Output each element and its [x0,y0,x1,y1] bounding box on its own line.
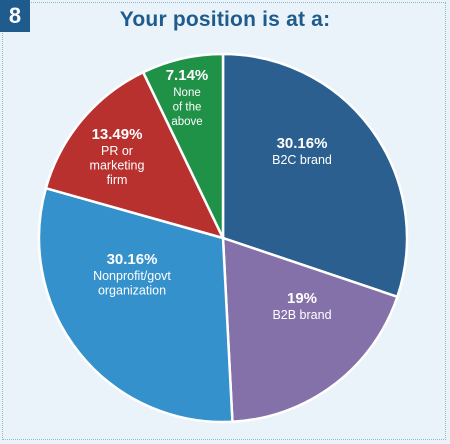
slice-category-3: organization [98,284,166,298]
slice-category-4: marketing [90,159,145,173]
pie-slice-2 [221,236,399,424]
slice-percent-2: 19% [287,290,317,307]
pie-slice-1 [221,52,409,299]
slice-label-3: 30.16% Nonprofit/govt organization [93,251,171,298]
slice-percent-4: 13.49% [92,126,143,143]
slice-category-5: of the [173,102,202,114]
chart-frame [2,2,446,440]
slice-category-2: B2B brand [272,308,331,322]
slice-category-1: B2C brand [272,153,332,167]
figure-number-badge: 8 [0,0,30,32]
pie-slice-3 [37,186,234,424]
slice-category-5: above [171,116,202,128]
slice-percent-5: 7.14% [166,67,209,84]
slice-label-5: 7.14% None of the above [166,67,209,128]
slice-category-4: PR or [101,144,133,158]
slice-category-5: None [173,87,201,99]
pie-slice-4 [44,70,225,240]
slice-percent-1: 30.16% [277,135,328,152]
slice-label-1: 30.16% B2C brand [272,135,332,167]
slice-label-2: 19% B2B brand [272,290,331,322]
slice-percent-3: 30.16% [107,251,158,268]
slice-category-3: Nonprofit/govt [93,269,171,283]
pie-slice-5 [141,52,225,240]
slice-category-4: firm [107,173,128,187]
chart-title: Your position is at a: [119,8,331,31]
slice-label-4: 13.49% PR or marketing firm [90,126,145,187]
